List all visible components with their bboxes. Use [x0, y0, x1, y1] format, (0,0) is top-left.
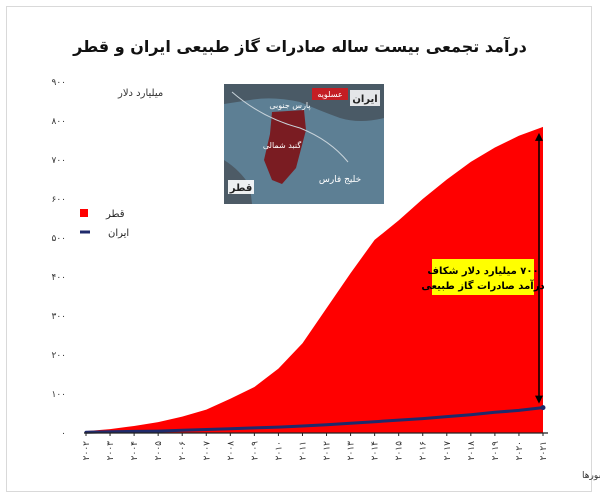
x-tick-label: ۲۰۱۵	[395, 441, 405, 461]
x-tick-label: ۲۰۰۸	[226, 441, 236, 461]
y-tick-label: ۹۰۰	[51, 78, 66, 88]
x-tick-label: ۲۰۱۳	[347, 441, 357, 461]
x-tick-label: ۲۰۰۹	[250, 441, 260, 461]
gap-arrow-head-bottom	[535, 395, 543, 404]
qatar-area-series	[86, 126, 543, 434]
gap-arrow	[535, 132, 543, 404]
x-tick-label: ۲۰۱۷	[443, 441, 453, 461]
x-tick-label: ۲۰۰۶	[178, 441, 188, 461]
map-label-qatar: قطر	[229, 183, 253, 194]
x-tick-label: ۲۰۰۵	[154, 441, 164, 461]
y-tick-label: ۴۰۰	[51, 273, 66, 283]
y-tick-label: ۳۰۰	[51, 312, 66, 322]
legend-label-qatar: قطر	[105, 209, 125, 220]
inset-map: عسلویه ایران پارس جنوبی گنبد شمالی قطر خ…	[224, 84, 384, 204]
map-label-bg-qatar	[228, 180, 254, 194]
x-tick-label: ۲۰۰۳	[106, 441, 116, 461]
map-label-north-dome: گنبد شمالی	[263, 140, 301, 150]
map-label-bg-asaluyeh	[312, 88, 348, 100]
legend-label-iran: ایران	[108, 228, 129, 239]
gap-annotation-line1: ۷۰۰ میلیارد دلار شکاف	[427, 266, 538, 277]
y-tick-label: ۲۰۰	[51, 351, 66, 361]
map-boundary-line	[231, 91, 349, 163]
x-tick-label: ۲۰۲۰	[515, 441, 525, 460]
x-tick-label: ۲۰۱۹	[491, 441, 501, 461]
map-label-south-pars: پارس جنوبی	[269, 101, 310, 110]
x-tick-label: ۲۰۰۴	[130, 441, 140, 461]
map-label-iran: ایران	[352, 94, 377, 105]
y-axis-label: میلیارد دلار	[117, 88, 163, 99]
x-tick-label: ۲۰۱۱	[298, 441, 308, 460]
x-tick-label: ۲۰۱۴	[371, 441, 381, 461]
legend-swatch-qatar	[80, 209, 88, 217]
gap-arrow-head-top	[535, 132, 543, 141]
y-tick-label: ۶۰۰	[51, 195, 66, 205]
source-note: تحلیل و استنتاج: احسان سلطانی بر اساس دا…	[582, 471, 600, 481]
x-tick-label: ۲۰۱۰	[274, 441, 284, 460]
gap-annotation: ۷۰۰ میلیارد دلار شکاف درآمد صادرات گاز ط…	[421, 259, 545, 295]
y-tick-label: ۷۰۰	[51, 156, 66, 166]
gap-annotation-line2: درآمد صادرات گاز طبیعی	[421, 279, 544, 292]
x-tick-label: ۲۰۱۸	[467, 441, 477, 461]
x-tick-label: ۲۰۱۲	[323, 441, 333, 461]
iran-line-endpoint	[540, 405, 546, 411]
x-tick-label: ۲۰۰۷	[202, 441, 212, 461]
x-tick-label: ۲۰۱۶	[419, 441, 429, 461]
x-tick-labels: ۲۰۰۲ ۲۰۰۳ ۲۰۰۴ ۲۰۰۵ ۲۰۰۶ ۲۰۰۷ ۲۰۰۸ ۲۰۰۹ ۲۰۱۰ ۲۰۱۱…	[82, 433, 549, 460]
iran-line-series	[84, 406, 545, 434]
legend: قطر ایران	[80, 209, 129, 239]
y-tick-label: ۵۰۰	[51, 234, 66, 244]
x-tick-label: ۲۰۰۲	[82, 441, 92, 461]
chart-title: درآمد تجمعی بیست ساله صادرات گاز طبیعی ا…	[72, 36, 527, 56]
y-tick-label: ۱۰۰	[51, 390, 66, 400]
map-label-bg-iran	[350, 90, 380, 106]
y-tick-label: ۰	[61, 429, 66, 439]
y-tick-labels: ۰ ۱۰۰ ۲۰۰ ۳۰۰ ۴۰۰ ۵۰۰ ۶۰۰ ۷۰۰ ۸۰۰ ۹۰۰	[51, 78, 66, 439]
chart-border	[6, 6, 592, 492]
y-tick-label: ۸۰۰	[51, 117, 66, 127]
x-tick-label: ۲۰۲۱	[539, 441, 549, 460]
gap-annotation-box	[432, 259, 534, 295]
map-gas-field	[264, 110, 306, 184]
map-label-asaluyeh: عسلویه	[317, 90, 342, 99]
map-label-persian-gulf: خلیج فارس	[319, 175, 361, 185]
